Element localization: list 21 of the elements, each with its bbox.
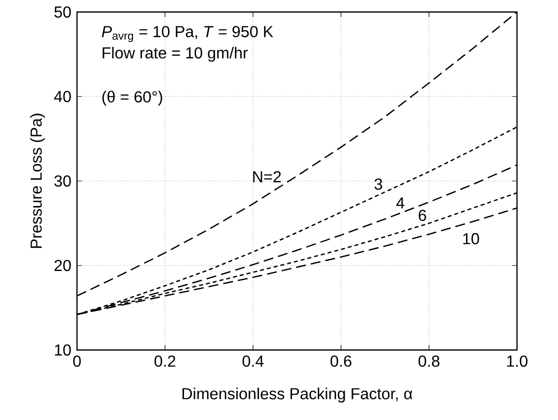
- annotation: 3: [374, 178, 382, 190]
- annotation: Flow rate = 10 gm/hr: [102, 46, 248, 62]
- annotation: P$_{avrg}$ = 10 Pa, T = 950 K: [102, 26, 274, 42]
- annotation: 6: [418, 210, 426, 222]
- y-tick-label: 10: [54, 344, 71, 356]
- y-tick-label: 40: [54, 90, 71, 102]
- annotation: N=2: [253, 171, 281, 182]
- annotation: 4: [396, 197, 404, 208]
- x-tick-label: 0.6: [330, 356, 352, 367]
- x-tick-label: 0: [73, 356, 81, 367]
- x-tick-label: 0.2: [154, 356, 176, 367]
- x-axis-title: Dimensionless Packing Factor, α: [182, 388, 412, 402]
- annotation: (θ = 60°): [102, 90, 162, 106]
- y-tick-label: 20: [54, 260, 71, 272]
- x-tick-label: 1.0: [507, 356, 528, 367]
- y-axis-title: Pressure Loss (Pa): [30, 114, 45, 248]
- y-tick-label: 50: [54, 6, 71, 18]
- x-tick-label: 0.8: [418, 356, 440, 367]
- annotation: 10: [463, 233, 480, 244]
- y-tick-label: 30: [54, 175, 71, 187]
- x-tick-label: 0.4: [242, 356, 264, 367]
